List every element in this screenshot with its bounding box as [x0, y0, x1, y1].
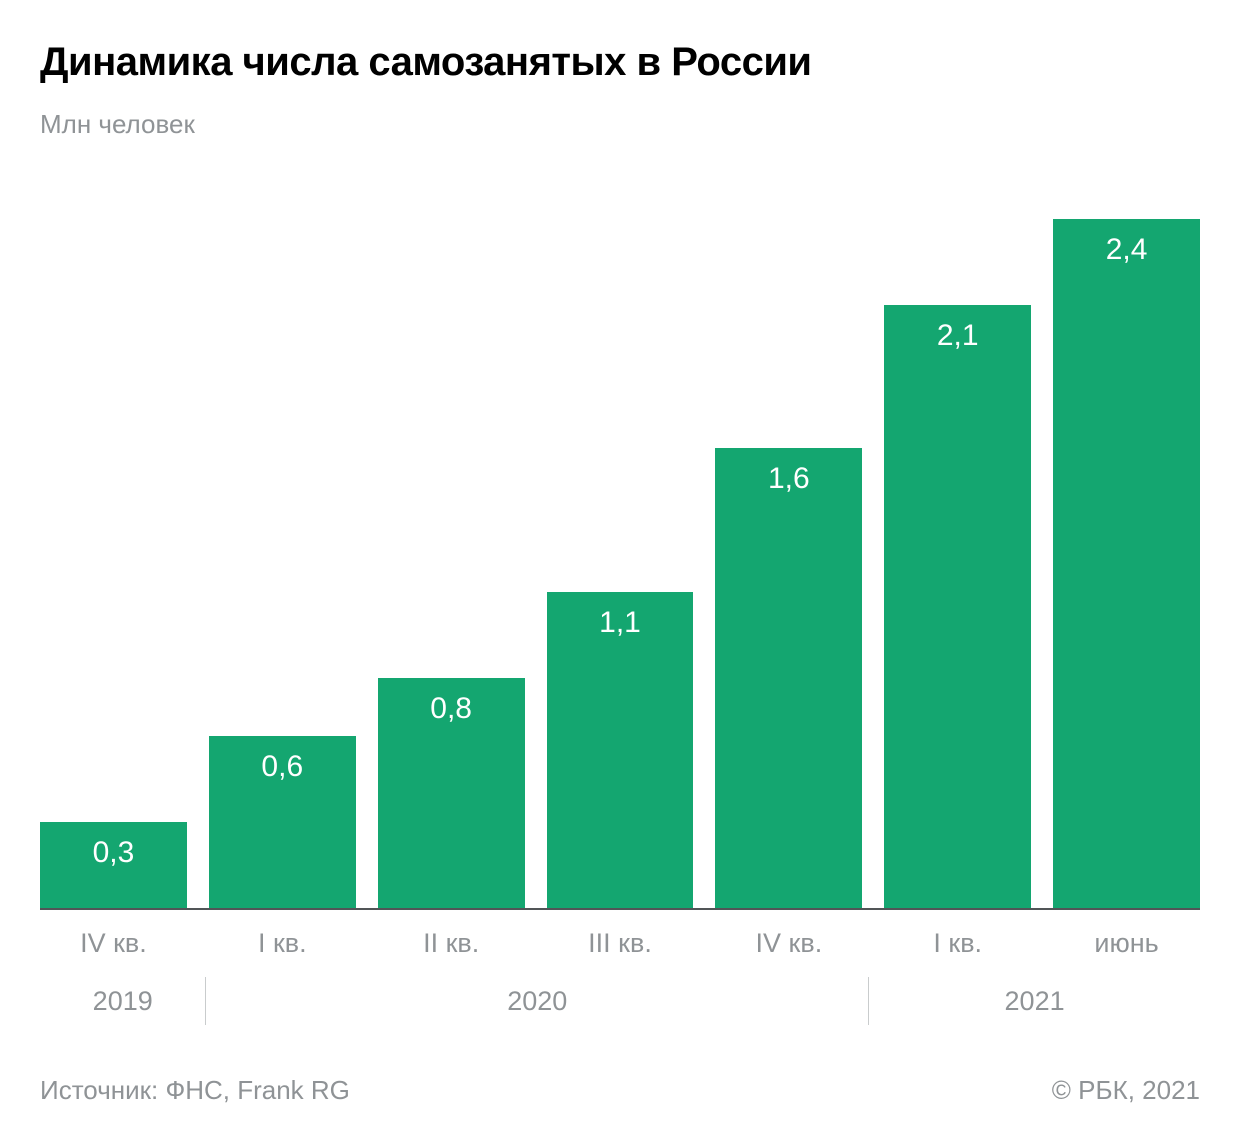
xaxis-label: I кв. — [209, 928, 356, 959]
bar: 2,1 — [884, 305, 1031, 908]
xaxis-label: IV кв. — [40, 928, 187, 959]
bar: 0,3 — [40, 822, 187, 908]
year-group-label: 2019 — [40, 973, 205, 1029]
year-group-label: 2020 — [206, 973, 868, 1029]
year-groups-row: 201920202021 — [40, 973, 1200, 1029]
bar-value-label: 1,6 — [768, 462, 810, 496]
footer: Источник: ФНС, Frank RG © РБК, 2021 — [40, 1051, 1200, 1106]
bar: 1,6 — [715, 448, 862, 908]
xaxis-label: июнь — [1053, 928, 1200, 959]
year-group-label: 2021 — [869, 973, 1200, 1029]
bar: 0,8 — [378, 678, 525, 908]
copyright-text: © РБК, 2021 — [1052, 1075, 1200, 1106]
bar-value-label: 2,1 — [937, 319, 979, 353]
bar-value-label: 0,8 — [430, 692, 472, 726]
bar-value-label: 2,4 — [1106, 233, 1148, 267]
chart-plot-area: 0,30,60,81,11,62,12,4 IV кв.I кв.II кв.I… — [40, 160, 1200, 1051]
bar: 2,4 — [1053, 219, 1200, 908]
bars-row: 0,3 0,6 0,8 1,1 1,6 2,1 2,4 — [40, 190, 1200, 910]
xaxis-label: I кв. — [884, 928, 1031, 959]
bar-value-label: 1,1 — [599, 606, 641, 640]
chart-subtitle: Млн человек — [40, 109, 1200, 140]
xaxis-label: IV кв. — [715, 928, 862, 959]
xaxis-label: III кв. — [547, 928, 694, 959]
xaxis-label: II кв. — [378, 928, 525, 959]
chart-title: Динамика числа самозанятых в России — [40, 40, 1200, 85]
bar-value-label: 0,3 — [93, 836, 135, 870]
bar: 0,6 — [209, 736, 356, 908]
xaxis-row: IV кв. I кв. II кв. III кв. IV кв. I кв. июнь — [40, 910, 1200, 973]
bar: 1,1 — [547, 592, 694, 908]
bar-value-label: 0,6 — [261, 750, 303, 784]
source-text: Источник: ФНС, Frank RG — [40, 1075, 350, 1106]
